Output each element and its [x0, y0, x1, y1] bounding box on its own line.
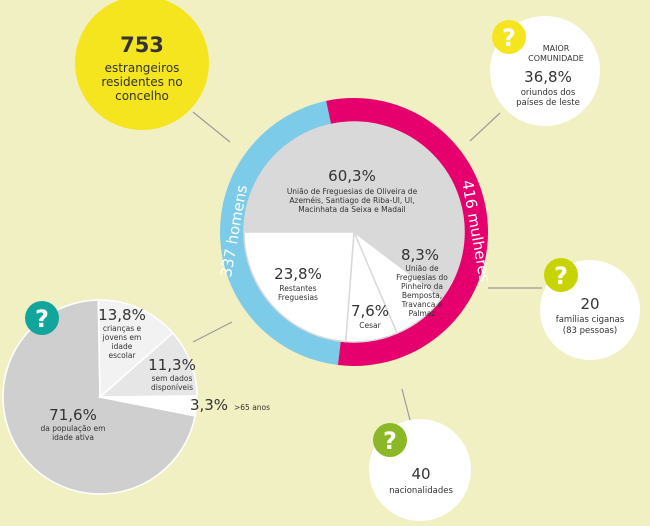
foreigners-circle [75, 0, 209, 130]
community-bubble: ? MAIOR COMUNIDADE 36,8% oriundos dos pa… [490, 16, 600, 126]
age-nodata-percent: 11,3% [148, 356, 196, 374]
gypsies-line1: famílias ciganas [556, 315, 625, 325]
gender-ring: 337 homens 416 mulheres [217, 97, 494, 366]
question-mark-icon: ? [554, 262, 568, 290]
age-pie: 71,6% da população em idade ativa 13,8% … [2, 299, 270, 495]
community-line2: países de leste [516, 98, 580, 108]
community-question-badge [492, 20, 526, 54]
parish-pinheiro-percent: 8,3% [401, 246, 439, 264]
question-mark-icon: ? [35, 305, 49, 333]
parish-pinheiro-desc-6: Palmaz [409, 309, 436, 318]
parish-cesar-desc: Cesar [359, 321, 381, 330]
nationalities-line1: nacionalidades [389, 486, 453, 496]
age-active-percent: 71,6% [49, 406, 97, 424]
age-children-desc-4: escolar [109, 351, 137, 360]
age-active-desc-1: da população em [41, 424, 106, 433]
parish-cesar-percent: 7,6% [351, 302, 389, 320]
parish-pinheiro-desc-2: Freguesias do [396, 273, 448, 282]
nationalities-question-badge [373, 423, 407, 457]
gypsies-number: 20 [580, 295, 599, 313]
age-nodata-desc-2: disponíveis [151, 383, 193, 392]
foreigners-line2: residentes no [101, 75, 182, 89]
parish-pinheiro-desc-5: Travanca e [401, 300, 443, 309]
parish-pinheiro-desc-1: União de [405, 264, 439, 273]
foreigners-line3: concelho [115, 89, 169, 103]
age-children-desc-1: crianças e [103, 324, 142, 333]
age-nodata-desc-1: sem dados [152, 374, 193, 383]
parish-oliveira-percent: 60,3% [328, 167, 376, 185]
women-ring-segment [326, 97, 489, 366]
parish-pinheiro-desc-4: Bemposta, [402, 291, 442, 300]
gypsies-bubble: ? 20 famílias ciganas (83 pessoas) [540, 258, 640, 360]
question-mark-icon: ? [383, 427, 397, 455]
age-children-percent: 13,8% [98, 306, 146, 324]
connector-lines [192, 111, 542, 425]
community-line1: oriundos dos [521, 88, 576, 98]
community-title-1: MAIOR [543, 44, 570, 53]
age-over65-percent: 3,3% [190, 396, 228, 414]
age-active-desc-2: idade ativa [52, 433, 94, 442]
connector-community [469, 112, 501, 142]
age-children-desc-2: jovens em [102, 333, 142, 342]
question-mark-icon: ? [502, 24, 516, 52]
parish-restantes-percent: 23,8% [274, 265, 322, 283]
connector-nationalities [401, 388, 412, 425]
gypsies-line2: (83 pessoas) [563, 326, 617, 336]
nationalities-bubble: ? 40 nacionalidades [369, 419, 471, 521]
foreigners-bubble: 753 estrangeiros residentes no concelho [75, 0, 209, 130]
age-question-badge [25, 301, 59, 335]
parish-slice-restantes [243, 231, 355, 343]
parish-restantes-desc-1: Restantes [279, 284, 316, 293]
age-slice-nodata [97, 331, 198, 398]
parish-pie: 60,3% União de Freguesias de Oliveira de… [243, 121, 465, 343]
parish-oliveira-desc-2: Azeméis, Santiago de Riba-Ul, Ul, [289, 196, 414, 205]
parish-slice-oliveira [243, 121, 465, 300]
age-slice-children [97, 299, 174, 399]
parish-oliveira-desc-1: União de Freguesias de Oliveira de [287, 187, 418, 196]
parish-restantes-desc-2: Freguesias [278, 293, 318, 302]
men-ring-segment [220, 100, 341, 366]
parish-pinheiro-desc-3: Pinheiro da [401, 282, 443, 291]
nationalities-number: 40 [411, 465, 430, 483]
age-over65-desc: >65 anos [234, 403, 270, 412]
community-percent: 36,8% [524, 68, 572, 86]
parish-oliveira-desc-3: Macinhata da Seixa e Madail [298, 205, 406, 214]
age-children-desc-3: idade [112, 342, 133, 351]
gypsies-question-badge [544, 258, 578, 292]
connector-ages [192, 321, 233, 343]
connector-foreigners [192, 111, 231, 143]
community-title-2: COMUNIDADE [528, 54, 584, 63]
foreigners-line1: estrangeiros [105, 61, 180, 75]
foreigners-number: 753 [120, 33, 164, 57]
